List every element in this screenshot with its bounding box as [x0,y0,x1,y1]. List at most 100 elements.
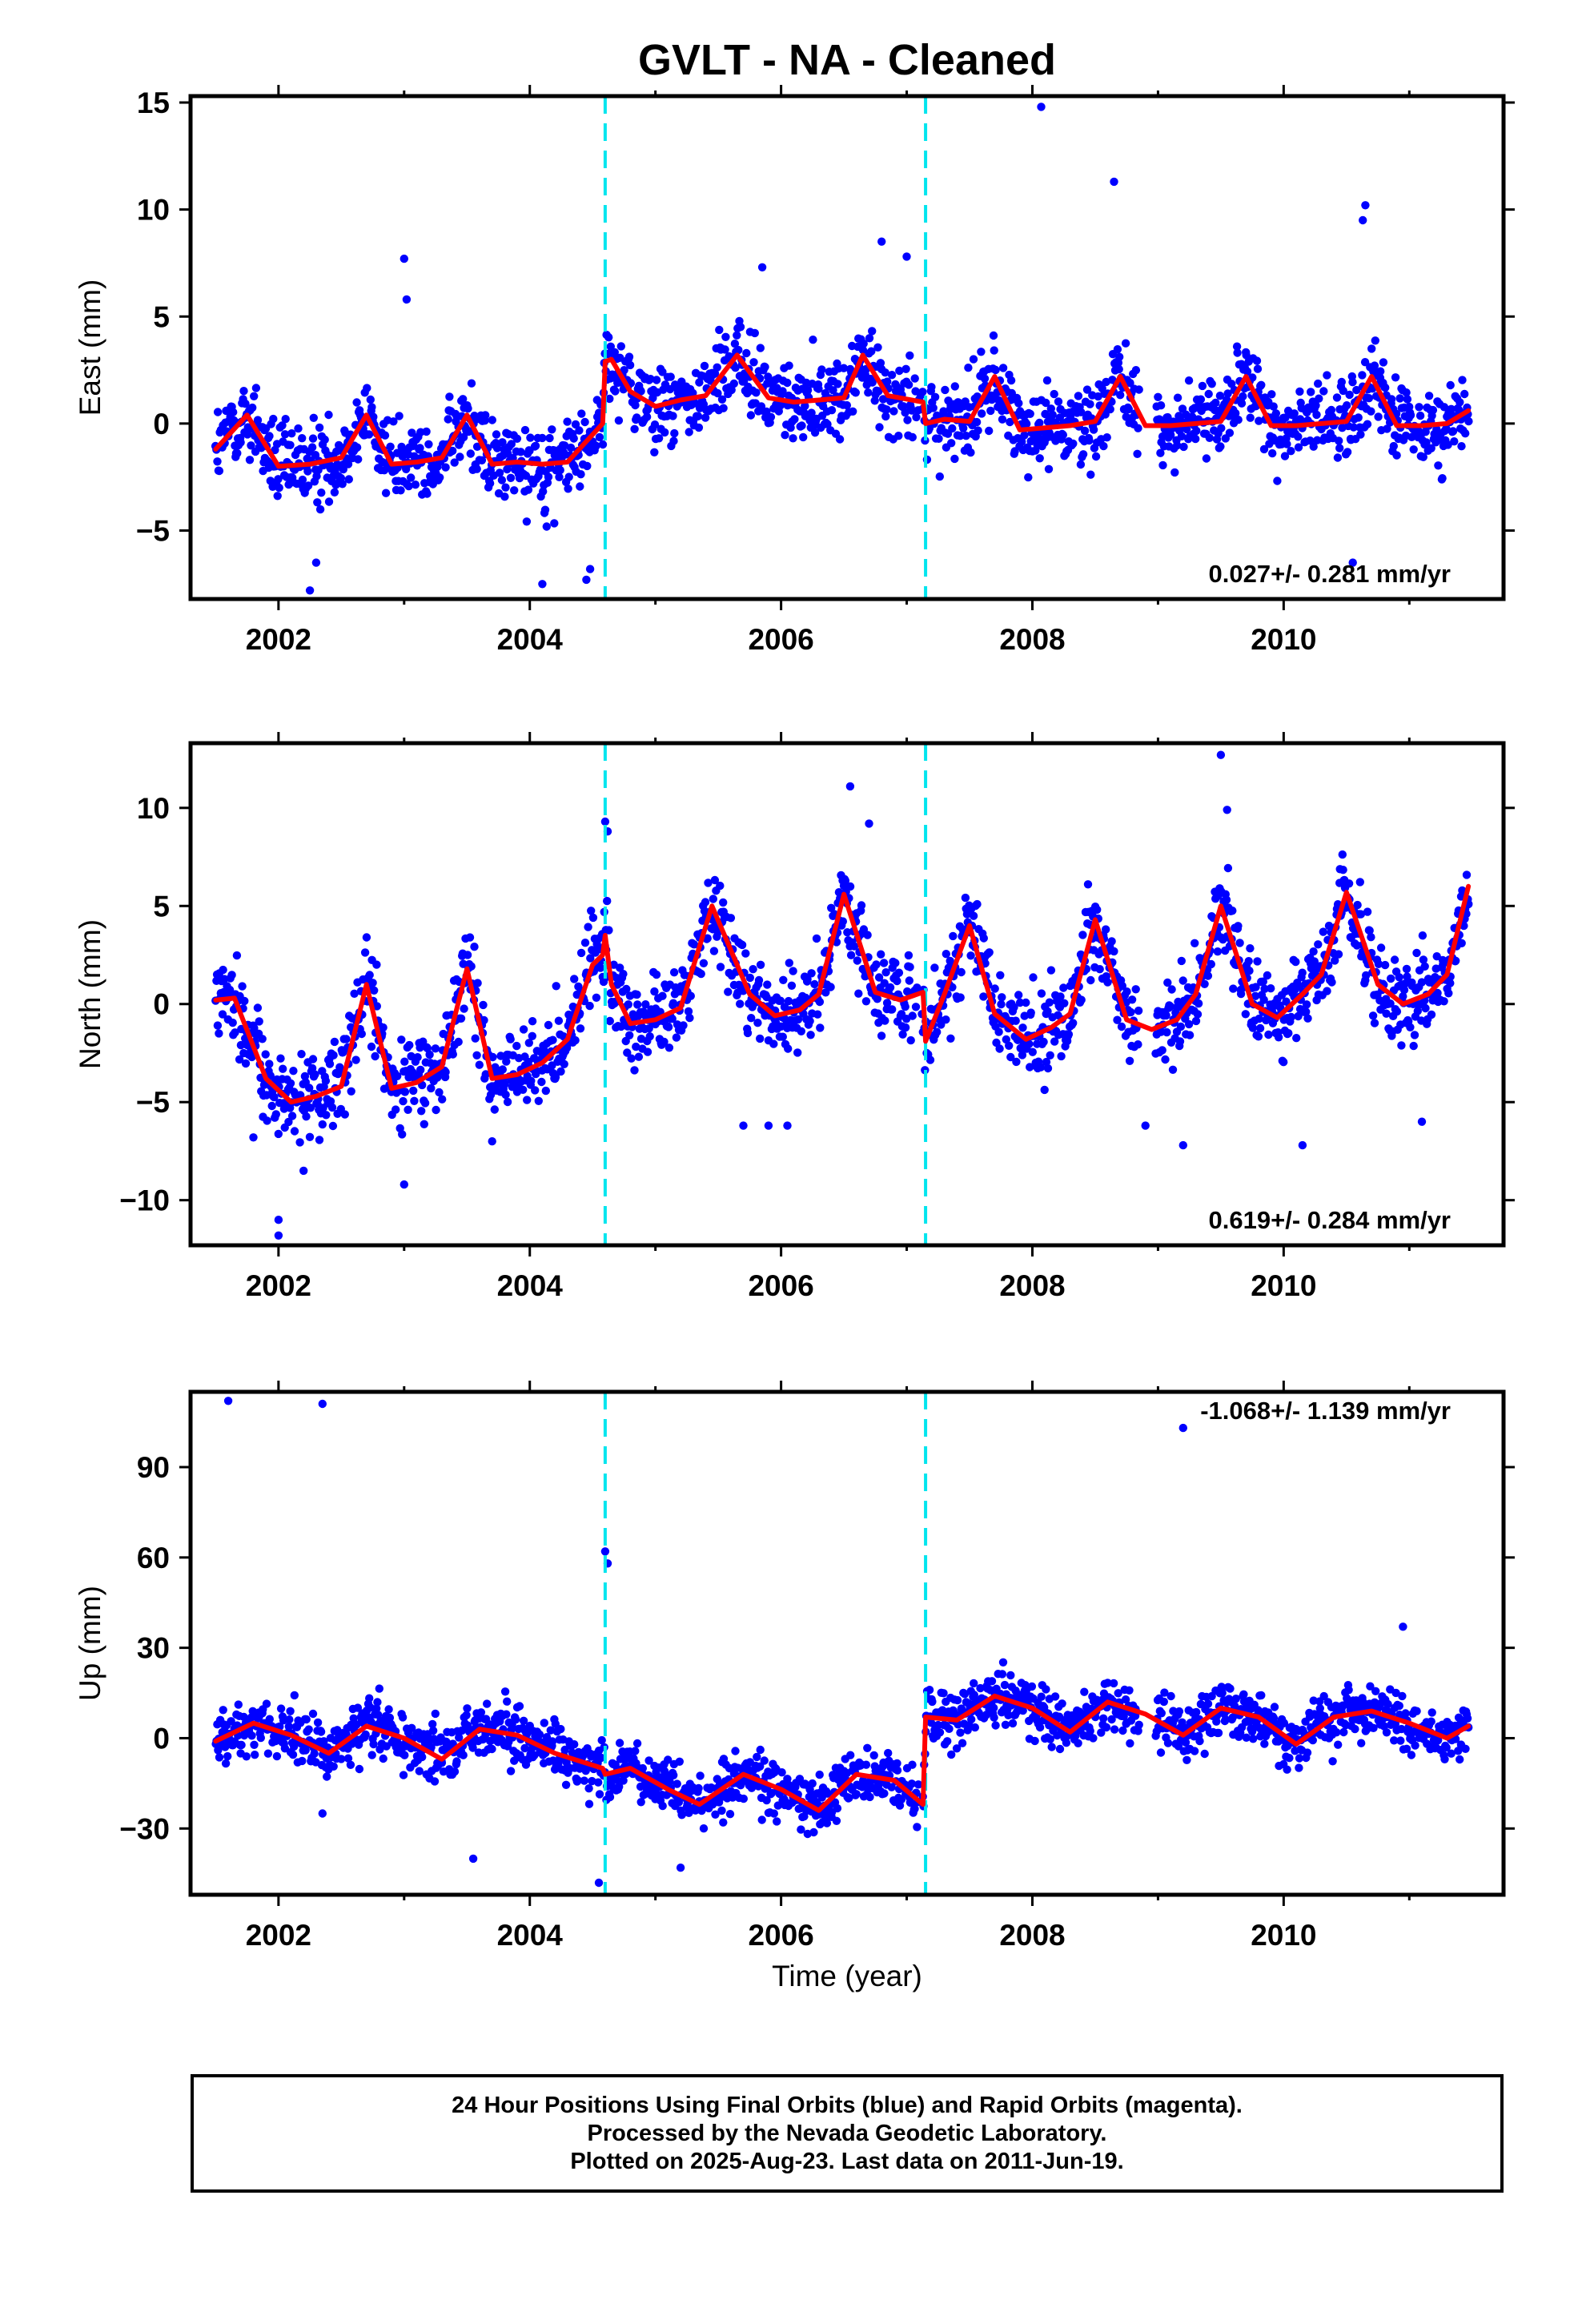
north-point [1390,955,1399,964]
north-point [737,940,747,950]
up-point [605,1792,615,1802]
north-point [630,1066,639,1075]
up-point [1203,1699,1213,1708]
up-point [1121,1695,1130,1704]
east-point [1173,441,1182,450]
east-point [701,413,710,422]
east-point [298,434,307,443]
up-point [845,1793,853,1803]
north-point [554,1016,564,1025]
north-point [465,933,475,942]
north-point [1302,1000,1311,1009]
up-point [588,1776,596,1786]
east-point [730,340,740,348]
north-y-tick-label: 0 [153,988,170,1021]
east-point [1252,356,1262,365]
east-point [851,388,861,397]
north-point [1235,939,1244,947]
north-point [1029,973,1038,982]
east-point [1006,417,1014,427]
east-point [1332,393,1342,402]
north-point [743,1028,753,1038]
up-point [256,1733,265,1743]
east-outlier-point [757,263,767,271]
east-point [614,416,624,425]
up-point [1118,1726,1127,1735]
north-point [669,968,679,977]
east-point [736,323,745,332]
north-point [307,1063,317,1073]
up-point [1089,1734,1098,1743]
north-point [908,1011,917,1020]
east-point [389,417,398,426]
north-point [362,933,371,942]
north-point [664,1023,673,1031]
north-point [367,1042,376,1051]
east-point [1158,460,1167,470]
east-point [842,400,852,410]
up-point [512,1715,520,1724]
up-point [1102,1723,1111,1732]
up-point [337,1755,346,1763]
north-point [523,1096,532,1104]
north-point [957,967,966,977]
north-point [1110,947,1118,956]
east-point [445,392,454,401]
north-outlier-point [1216,750,1226,759]
north-point [1246,944,1255,953]
north-y-tick-label: 10 [137,792,170,825]
east-point [1134,424,1142,432]
north-point [726,914,736,923]
up-point [1071,1731,1080,1740]
up-point [998,1658,1008,1667]
east-point [548,425,556,434]
north-point [235,1055,244,1064]
up-point [535,1730,544,1739]
east-point [650,420,660,429]
up-point [298,1756,307,1766]
north-point [586,954,595,963]
up-point [767,1788,777,1798]
east-point [247,441,255,450]
east-point [286,440,295,449]
up-point [777,1768,786,1777]
up-point [323,1772,331,1781]
east-point [274,475,283,484]
north-point [560,1059,568,1069]
east-point [1428,405,1438,415]
east-point [1457,442,1466,451]
north-point [1166,1002,1174,1011]
east-point [733,331,741,340]
up-point [1339,1701,1347,1710]
north-point [616,1022,625,1031]
east-point [233,448,242,458]
up-point [290,1691,299,1700]
east-point [485,479,495,488]
up-point [1344,1686,1353,1695]
north-point [541,1086,550,1096]
north-point [849,942,859,951]
north-point [1244,957,1253,966]
east-point [901,364,910,373]
east-point [298,475,307,485]
east-point [1370,361,1379,370]
north-point [276,1054,285,1063]
east-point [243,430,252,439]
up-point [1308,1735,1318,1745]
up-point [1097,1728,1106,1737]
east-point [998,415,1007,424]
north-point [262,1091,271,1100]
north-point [496,1051,505,1060]
east-point [713,363,721,372]
east-point [1080,426,1090,436]
up-point [1099,1714,1108,1723]
east-point [878,395,888,404]
east-point [899,402,908,411]
up-point [1334,1740,1343,1749]
east-point [278,421,287,430]
north-point [1018,1023,1027,1032]
up-point [506,1767,516,1775]
east-point [1078,450,1088,459]
east-point [571,420,580,429]
up-point [1001,1720,1010,1729]
